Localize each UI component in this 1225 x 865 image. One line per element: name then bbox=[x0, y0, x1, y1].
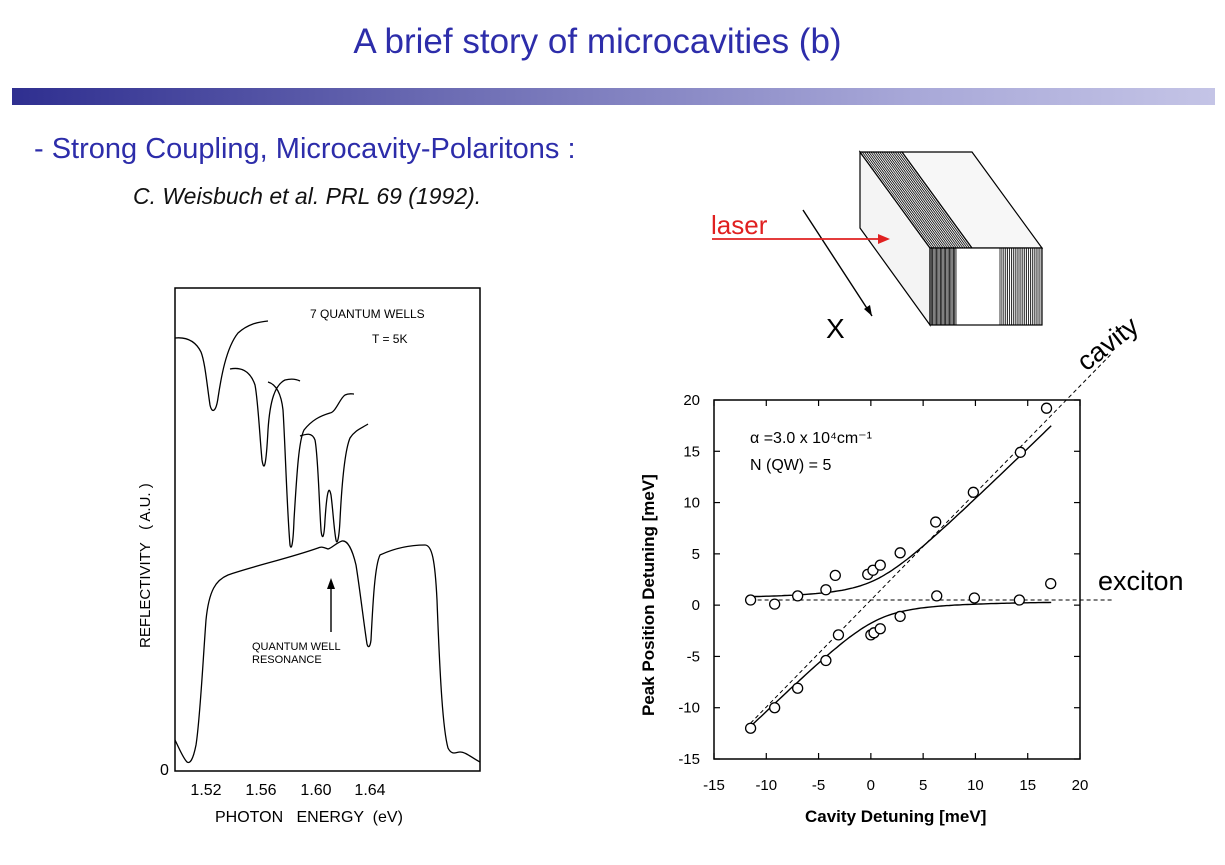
laser-arrowhead bbox=[878, 234, 890, 244]
reflectivity-chart: 0 1.52 1.56 1.60 1.64 PHOTON ENERGY (eV) RE… bbox=[137, 287, 481, 826]
mirror-layer bbox=[881, 151, 953, 249]
data-point bbox=[931, 590, 943, 602]
data-point bbox=[744, 594, 757, 606]
mirror-layer bbox=[861, 151, 933, 249]
y-axis-label: REFLECTIVITY ( A.U. ) bbox=[137, 483, 154, 648]
data-point bbox=[874, 623, 886, 635]
mirror-layer bbox=[866, 151, 937, 249]
x-tick-label: 1.52 bbox=[190, 782, 221, 799]
data-point bbox=[829, 569, 841, 582]
data-point bbox=[792, 682, 804, 694]
y-tick-label: 10 bbox=[683, 495, 700, 512]
mirror-layer bbox=[868, 151, 940, 249]
x-tick-label: 15 bbox=[1019, 777, 1036, 794]
plot-frame bbox=[713, 399, 1081, 760]
spectrum-3 bbox=[267, 381, 355, 548]
data-point bbox=[968, 592, 981, 604]
x-tick-label: -10 bbox=[755, 777, 777, 794]
annotation-wells: 7 QUANTUM WELLS bbox=[310, 307, 425, 321]
mirror-layer bbox=[875, 151, 946, 249]
data-point bbox=[769, 598, 781, 610]
polariton-chart: -15 -10 -5 0 5 10 15 20 20 15 10 5 0 -5 -10 -15 Cavity… bbox=[639, 310, 1184, 826]
annotation-arrowhead bbox=[327, 578, 335, 589]
legend-absorption: α =3.0 x 10⁴cm⁻¹ bbox=[750, 430, 872, 447]
spectrum-5 bbox=[174, 540, 481, 764]
annotation-temperature: T = 5K bbox=[372, 332, 407, 346]
mirror-layer bbox=[892, 151, 964, 249]
x-tick-label: 5 bbox=[919, 777, 927, 794]
y-tick-label: 5 bbox=[692, 546, 700, 563]
mirror-layer bbox=[899, 151, 970, 249]
data-point bbox=[1013, 594, 1025, 606]
data-point bbox=[820, 584, 832, 596]
microcavity-diagram: laser X bbox=[711, 150, 1044, 344]
x-axis-label: Cavity Detuning [meV] bbox=[805, 807, 986, 826]
x-tick-label: 1.56 bbox=[245, 782, 276, 799]
x-arrowhead bbox=[864, 305, 872, 316]
y-tick-label: 20 bbox=[683, 392, 700, 409]
annotation-qw: QUANTUM WELL bbox=[252, 641, 341, 653]
y-tick-label: 15 bbox=[683, 443, 700, 460]
data-point bbox=[1014, 446, 1027, 458]
slide-title: A brief story of microcavities (b) bbox=[353, 22, 842, 61]
data-point bbox=[967, 486, 979, 498]
plot-frame bbox=[174, 287, 481, 772]
mirror-layer bbox=[864, 151, 935, 249]
mirror-layer bbox=[888, 151, 959, 249]
mirror-layer bbox=[897, 151, 968, 249]
laser-label: laser bbox=[711, 210, 768, 240]
x-tick-label: 20 bbox=[1072, 777, 1089, 794]
spectrum-1 bbox=[174, 320, 269, 412]
data-point bbox=[769, 702, 781, 714]
legend-wells: N (QW) = 5 bbox=[750, 457, 831, 474]
mirror-layer bbox=[883, 151, 955, 249]
data-point bbox=[744, 722, 757, 734]
spectrum-2 bbox=[229, 367, 301, 467]
cavity-line-label: cavity bbox=[1071, 310, 1144, 376]
mirror-layer bbox=[870, 151, 942, 249]
y-axis-label: Peak Position Detuning [meV] bbox=[639, 474, 658, 716]
mirror-layer bbox=[890, 151, 962, 249]
data-point bbox=[820, 654, 832, 667]
data-point bbox=[1040, 402, 1053, 414]
x-tick-label: 1.64 bbox=[354, 782, 385, 799]
y-tick-label: 0 bbox=[160, 762, 169, 779]
mirror-layer bbox=[879, 151, 951, 249]
mirror-layer bbox=[872, 151, 944, 249]
x-tick-label: 0 bbox=[867, 777, 875, 794]
upper-polariton-curve bbox=[750, 425, 1052, 598]
x-tick-label: 10 bbox=[967, 777, 984, 794]
x-tick-label: -15 bbox=[703, 777, 725, 794]
cavity-block bbox=[858, 150, 1044, 327]
mirror-layer bbox=[877, 151, 948, 249]
mirror-layer bbox=[894, 151, 966, 249]
y-tick-label: -5 bbox=[687, 648, 700, 665]
data-point bbox=[894, 610, 906, 623]
data-point bbox=[832, 629, 845, 641]
data-point bbox=[792, 590, 804, 602]
y-tick-label: -15 bbox=[678, 751, 700, 768]
y-tick-label: -10 bbox=[678, 700, 700, 717]
cavity-reference-line bbox=[750, 352, 1113, 724]
mirror-layer bbox=[859, 151, 931, 249]
x-axis-arrow bbox=[802, 209, 873, 317]
x-tick-label: 1.60 bbox=[300, 782, 331, 799]
spectrum-4 bbox=[299, 423, 369, 543]
data-point bbox=[874, 559, 886, 571]
citation: C. Weisbuch et al. PRL 69 (1992). bbox=[133, 183, 482, 209]
title-underline-bar bbox=[12, 88, 1215, 105]
mirror-layer bbox=[886, 151, 957, 249]
exciton-line-label: exciton bbox=[1098, 566, 1184, 596]
data-point bbox=[894, 547, 906, 559]
x-axis-label: X bbox=[826, 313, 845, 344]
annotation-resonance: RESONANCE bbox=[252, 654, 322, 666]
slide-subtitle: - Strong Coupling, Microcavity-Polariton… bbox=[34, 133, 576, 165]
y-tick-label: 0 bbox=[692, 597, 700, 614]
data-point bbox=[1045, 577, 1057, 590]
x-axis-label: PHOTON ENERGY (eV) bbox=[215, 809, 403, 826]
x-tick-label: -5 bbox=[812, 777, 825, 794]
data-point bbox=[930, 516, 942, 528]
